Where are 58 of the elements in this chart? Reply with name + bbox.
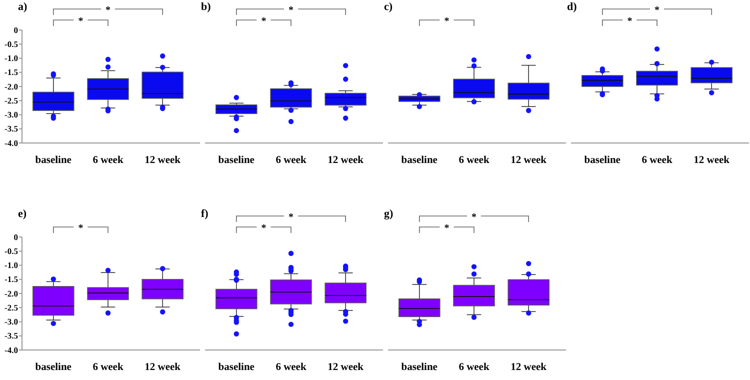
text: * — [288, 212, 294, 223]
chart-title: e) — [18, 208, 27, 220]
y-tick-label: -1.5 — [4, 274, 18, 284]
chart-title: b) — [201, 1, 212, 13]
x-tick-label: 12 week — [510, 155, 547, 166]
x-tick-label: 6 week — [276, 155, 306, 166]
text: * — [444, 223, 450, 234]
chart-title: g) — [384, 208, 394, 220]
text: * — [78, 16, 84, 27]
y-tick-label: -2.0 — [4, 81, 18, 92]
text: * — [654, 5, 660, 16]
y-tick-label: -2.0 — [4, 288, 18, 298]
text: * — [444, 16, 450, 27]
y-tick-label: -4.0 — [4, 344, 18, 355]
y-tick-label: -0.5 — [4, 38, 18, 49]
x-tick-label: baseline — [401, 362, 438, 373]
x-tick-label: 12 week — [144, 362, 181, 373]
x-tick-label: baseline — [401, 155, 438, 166]
y-tick-label: -3.0 — [4, 110, 18, 120]
chart-title: c) — [384, 1, 393, 13]
x-tick-label: baseline — [584, 155, 621, 166]
y-tick-label: -2.5 — [4, 95, 18, 106]
x-tick-label: baseline — [218, 155, 255, 166]
chart-title: f) — [201, 208, 209, 220]
y-tick-label: -4.0 — [4, 138, 18, 148]
text: * — [78, 223, 84, 234]
x-tick-label: 12 week — [328, 362, 364, 373]
y-tick-label: -0.5 — [4, 246, 18, 256]
text: * — [288, 5, 294, 16]
x-tick-label: 6 week — [642, 155, 672, 166]
x-tick-label: 12 week — [694, 155, 730, 166]
x-tick-label: baseline — [218, 362, 255, 373]
text: * — [627, 16, 632, 27]
x-tick-label: 6 week — [92, 362, 124, 373]
text: * — [261, 223, 266, 234]
text: * — [261, 16, 266, 27]
x-tick-label: baseline — [35, 362, 72, 373]
chart-title: d) — [567, 1, 578, 13]
y-tick-label: -3.0 — [4, 316, 18, 327]
x-tick-label: 12 week — [510, 362, 547, 373]
x-tick-label: 6 week — [276, 362, 306, 373]
x-tick-label: 6 week — [458, 362, 490, 373]
y-tick-label: 0 — [14, 24, 18, 35]
text: * — [472, 212, 476, 223]
x-tick-label: baseline — [35, 155, 72, 166]
x-tick-label: 6 week — [458, 155, 490, 166]
y-tick-label: -1.0 — [4, 260, 18, 270]
y-tick-label: -2.5 — [4, 302, 18, 312]
y-tick-label: -1.0 — [4, 53, 18, 64]
x-tick-label: 12 week — [328, 155, 364, 166]
y-tick-label: -3.5 — [4, 124, 18, 134]
y-tick-label: -3.5 — [4, 330, 18, 341]
chart-title: a) — [18, 1, 28, 13]
y-tick-label: -1.5 — [4, 67, 18, 78]
x-tick-label: 6 week — [92, 155, 124, 166]
y-tick-label: 0 — [14, 232, 18, 242]
text: * — [106, 5, 110, 16]
x-tick-label: 12 week — [144, 155, 181, 166]
